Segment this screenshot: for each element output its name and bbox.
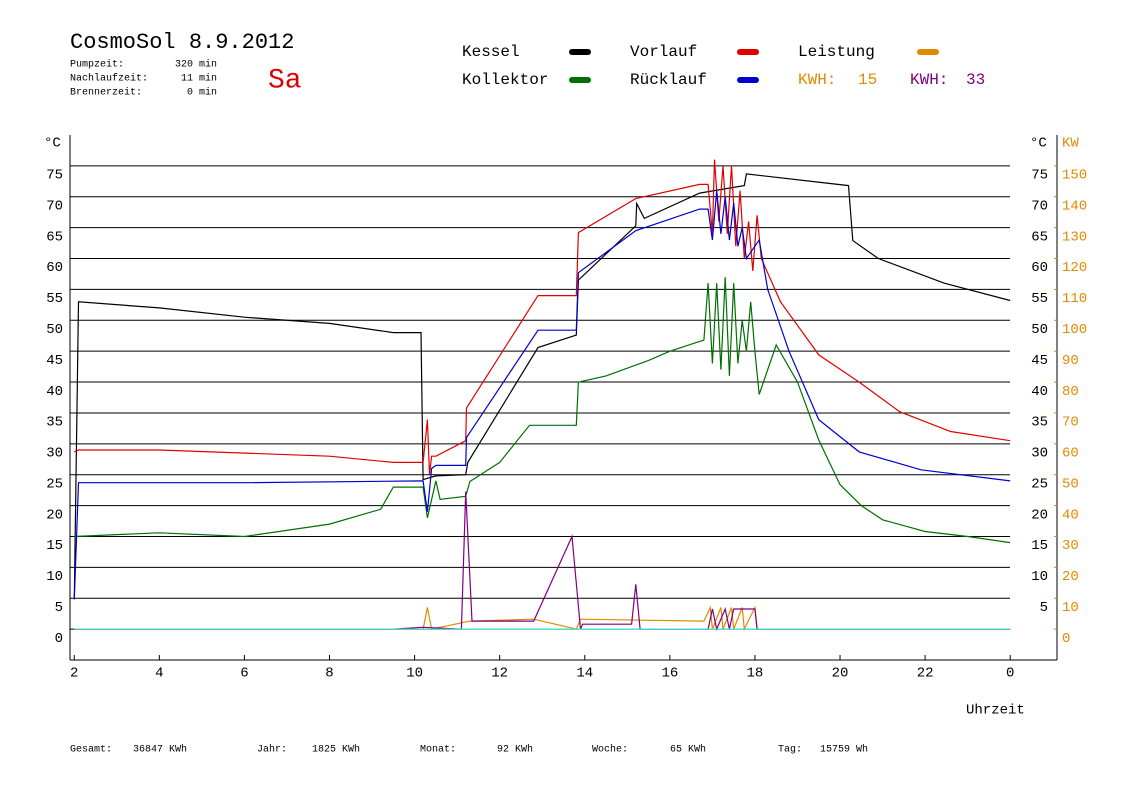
x-tick-label: 10 <box>406 666 423 682</box>
total-label: Monat: <box>420 745 456 756</box>
legend-label: Leistung <box>798 43 875 61</box>
y-tick-label: 70 <box>46 198 63 214</box>
total-value: 92 KWh <box>497 744 533 756</box>
y-tick-label: 30 <box>46 446 63 462</box>
y2-tick-label: 140 <box>1062 198 1087 214</box>
day-label: Sa <box>268 65 302 96</box>
y2-tick-label: 90 <box>1062 353 1079 369</box>
y2-tick-label: 60 <box>1062 446 1079 462</box>
y-tick-label: 75 <box>46 168 63 184</box>
y2-tick-label: 130 <box>1062 229 1087 245</box>
legend-label: Vorlauf <box>630 43 697 61</box>
y-tick-label: 10 <box>46 569 63 585</box>
y-tick-label: 65 <box>46 229 63 245</box>
y-tick-label-right: 50 <box>1031 322 1048 338</box>
y-tick-label-right: 35 <box>1031 415 1048 431</box>
stat-value: 320 min <box>175 59 217 71</box>
y2-tick-label: 110 <box>1062 291 1087 307</box>
y-tick-label-right: 70 <box>1031 198 1048 214</box>
x-tick-label: 18 <box>747 666 764 682</box>
series-line <box>74 277 1011 544</box>
series-line <box>74 491 1011 632</box>
y-tick-label: 35 <box>46 415 63 431</box>
total-label: Tag: <box>778 745 802 756</box>
y2-tick-label: 120 <box>1062 260 1087 276</box>
y-tick-label: 45 <box>46 353 63 369</box>
y2-tick-label: 50 <box>1062 476 1079 492</box>
stat-value: 0 min <box>187 87 217 99</box>
kwh-label: KWH: <box>910 71 948 89</box>
x-tick-label: 14 <box>576 666 593 682</box>
series-line <box>73 190 1011 600</box>
y-tick-label: 5 <box>55 600 63 616</box>
kwh-value: 15 <box>858 71 877 89</box>
y-tick-label: 25 <box>46 476 63 492</box>
total-value: 36847 KWh <box>133 744 187 756</box>
y-tick-label-right: 5 <box>1040 600 1048 616</box>
kwh-label: KWH: <box>798 71 836 89</box>
y2-tick-label: 40 <box>1062 507 1079 523</box>
y2-tick-label: 0 <box>1062 631 1070 647</box>
y-axis-label-right: °C <box>1030 136 1047 152</box>
x-tick-label: 20 <box>832 666 849 682</box>
y-tick-label-right: 75 <box>1031 168 1048 184</box>
x-tick-label: 4 <box>155 666 163 682</box>
stat-label: Nachlaufzeit: <box>70 73 148 85</box>
stat-label: Brennerzeit: <box>70 87 142 99</box>
y2-tick-label: 20 <box>1062 569 1079 585</box>
y-tick-label-right: 30 <box>1031 446 1048 462</box>
series-line <box>73 173 1011 599</box>
y-tick-label-right: 65 <box>1031 229 1048 245</box>
y-tick-label-right: 20 <box>1031 507 1048 523</box>
y-tick-label-right: 25 <box>1031 476 1048 492</box>
y2-axis-label: KW <box>1062 136 1079 152</box>
y2-tick-label: 70 <box>1062 415 1079 431</box>
total-label: Jahr: <box>257 744 287 756</box>
x-tick-label: 8 <box>325 666 333 682</box>
y2-tick-label: 10 <box>1062 600 1079 616</box>
chart-title: CosmoSol 8.9.2012 <box>70 30 294 55</box>
y-tick-label-right: 15 <box>1031 538 1048 554</box>
total-value: 15759 Wh <box>820 744 868 756</box>
y2-tick-label: 80 <box>1062 384 1079 400</box>
x-tick-label: 12 <box>491 666 508 682</box>
x-tick-label: 0 <box>1006 666 1014 682</box>
y-tick-label: 60 <box>46 260 63 276</box>
y-tick-label: 55 <box>46 291 63 307</box>
y-tick-label-right: 60 <box>1031 260 1048 276</box>
total-label: Woche: <box>592 744 628 756</box>
y-tick-label-right: 55 <box>1031 291 1048 307</box>
y-tick-label-right: 40 <box>1031 384 1048 400</box>
stat-value: 11 min <box>181 73 217 85</box>
stat-label: Pumpzeit: <box>70 59 124 71</box>
y-tick-label-right: 45 <box>1031 353 1048 369</box>
y-tick-label: 40 <box>46 384 63 400</box>
legend-label: Kessel <box>462 43 520 61</box>
total-value: 1825 KWh <box>312 744 360 756</box>
y-tick-label: 20 <box>46 507 63 523</box>
y-tick-label: 15 <box>46 538 63 554</box>
y-tick-label: 0 <box>55 631 63 647</box>
x-tick-label: 2 <box>70 666 78 682</box>
y2-tick-label: 30 <box>1062 538 1079 554</box>
y2-tick-label: 100 <box>1062 322 1087 338</box>
y-axis-label: °C <box>44 136 61 152</box>
x-tick-label: 22 <box>917 666 934 682</box>
y2-tick-label: 150 <box>1062 168 1087 184</box>
total-label: Gesamt: <box>70 745 112 756</box>
legend-label: Rücklauf <box>630 71 707 89</box>
x-tick-label: 16 <box>661 666 678 682</box>
x-axis-label: Uhrzeit <box>966 703 1025 719</box>
y-tick-label: 50 <box>46 322 63 338</box>
legend-label: Kollektor <box>462 71 548 89</box>
total-value: 65 KWh <box>670 744 706 756</box>
y-tick-label-right: 10 <box>1031 569 1048 585</box>
x-tick-label: 6 <box>240 666 248 682</box>
kwh-value: 33 <box>966 71 985 89</box>
